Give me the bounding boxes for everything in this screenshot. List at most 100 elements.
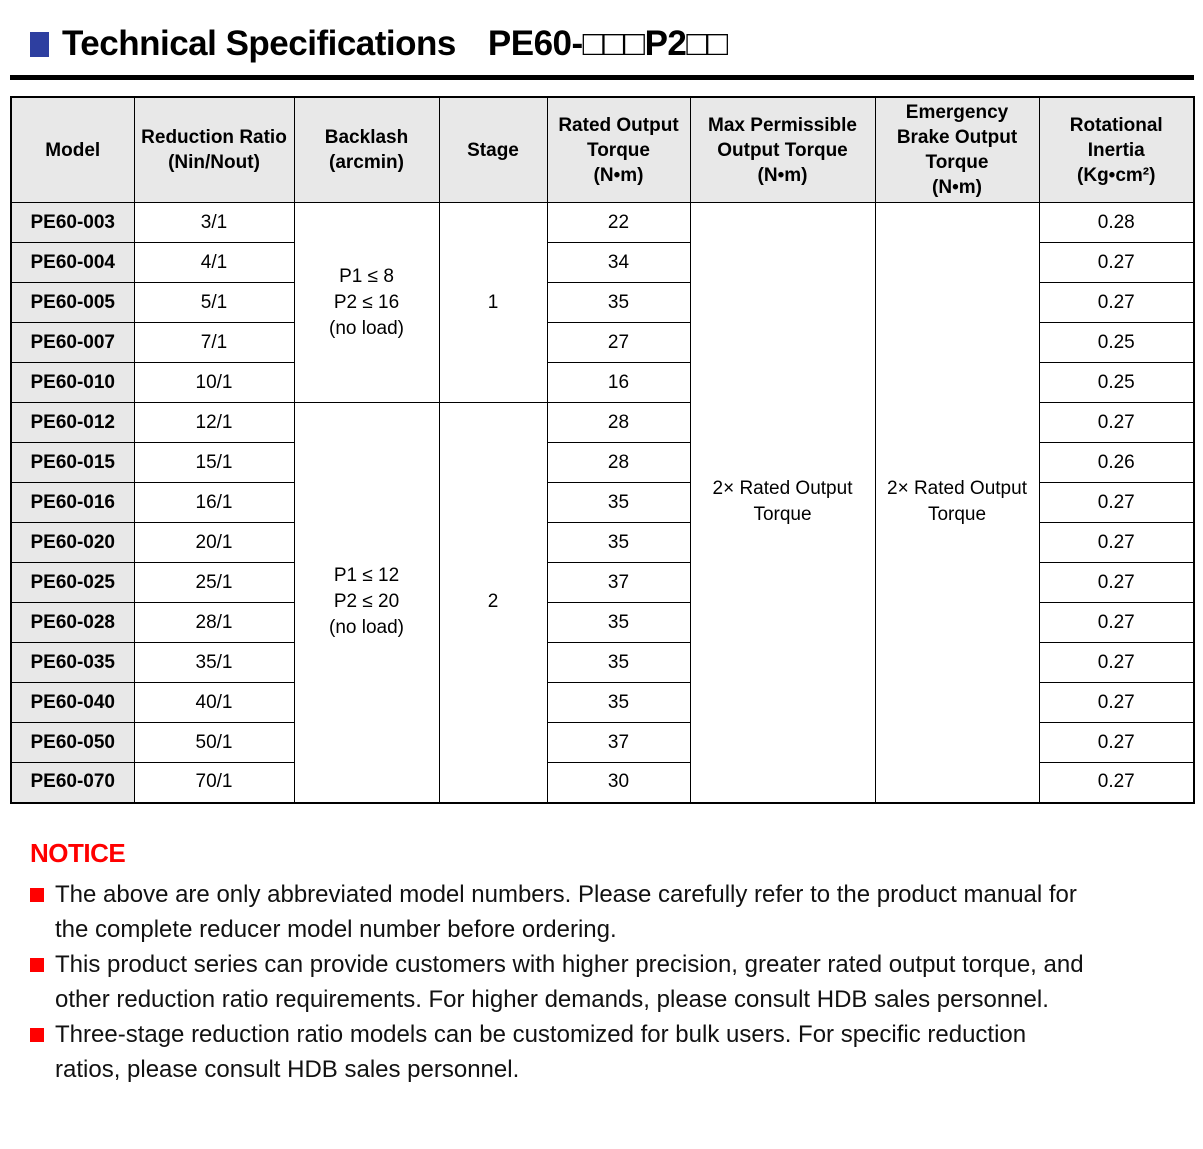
spec-table: Model Reduction Ratio (Nin/Nout) Backlash …: [10, 96, 1195, 804]
model-cell: PE60-003: [10, 202, 135, 243]
rotational-inertia-cell: 0.25: [1038, 362, 1195, 403]
table-row-pe60-003: PE60-003 3/1 P1 ≤ 8 P2 ≤ 16 (no load) 1 22 2×…: [10, 202, 1195, 803]
reduction-ratio-cell: 20/1: [133, 522, 295, 563]
rated-output-torque-cell: 34: [546, 242, 691, 283]
model-cell: PE60-035: [10, 642, 135, 683]
column-header-emergency-brake-output-torque: Emergency Brake Output Torque (N•m): [874, 96, 1040, 203]
rotational-inertia-cell: 0.27: [1038, 242, 1195, 283]
column-header-max-permissible-output-torque: Max Permissible Output Torque (N•m): [689, 96, 876, 203]
model-cell: PE60-020: [10, 522, 135, 563]
rotational-inertia-cell: 0.27: [1038, 722, 1195, 763]
model-cell: PE60-050: [10, 722, 135, 763]
bullet-square-icon: [30, 887, 44, 902]
rated-output-torque-cell: 35: [546, 682, 691, 723]
rated-output-torque-cell: 35: [546, 482, 691, 523]
column-header-model: Model: [10, 96, 135, 203]
reduction-ratio-cell: 40/1: [133, 682, 295, 723]
bullet-square-icon: [30, 1027, 44, 1042]
rated-output-torque-cell: 30: [546, 762, 691, 803]
reduction-ratio-cell: 12/1: [133, 402, 295, 443]
title-divider: [10, 75, 1194, 80]
rated-output-torque-cell: 27: [546, 322, 691, 363]
rated-output-torque-cell: 37: [546, 722, 691, 763]
backlash-cell: P1 ≤ 8 P2 ≤ 16 (no load): [293, 202, 440, 403]
rated-output-torque-cell: 35: [546, 282, 691, 323]
rotational-inertia-cell: 0.27: [1038, 482, 1195, 523]
model-cell: PE60-025: [10, 562, 135, 603]
stage-cell: 2: [438, 402, 548, 803]
page-title: Technical Specifications PE60-□□□P2□□: [62, 24, 728, 64]
column-header-stage: Stage: [438, 96, 548, 203]
rotational-inertia-cell: 0.27: [1038, 282, 1195, 323]
reduction-ratio-cell: 50/1: [133, 722, 295, 763]
rated-output-torque-cell: 16: [546, 362, 691, 403]
rotational-inertia-cell: 0.27: [1038, 762, 1195, 803]
notice-text: This product series can provide customer…: [55, 950, 1084, 1013]
spec-table-body: PE60-003 3/1 P1 ≤ 8 P2 ≤ 16 (no load) 1 22 2×…: [10, 202, 1195, 803]
model-cell: PE60-010: [10, 362, 135, 403]
page-title-model-code: PE60-□□□P2□□: [487, 24, 728, 63]
page-title-text: Technical Specifications: [62, 24, 456, 63]
rotational-inertia-cell: 0.27: [1038, 562, 1195, 603]
spec-table-head: Model Reduction Ratio (Nin/Nout) Backlash …: [10, 96, 1195, 203]
rated-output-torque-cell: 35: [546, 642, 691, 683]
rated-output-torque-cell: 35: [546, 602, 691, 643]
model-cell: PE60-012: [10, 402, 135, 443]
table-row-pe60-005: PE60-005 5/1 35 0.27: [10, 282, 1195, 323]
reduction-ratio-cell: 15/1: [133, 442, 295, 483]
model-cell: PE60-070: [10, 762, 135, 803]
model-cell: PE60-028: [10, 602, 135, 643]
reduction-ratio-cell: 3/1: [133, 202, 295, 243]
spec-table-head-row: Model Reduction Ratio (Nin/Nout) Backlash …: [10, 96, 1195, 203]
reduction-ratio-cell: 4/1: [133, 242, 295, 283]
notice-item: This product series can provide customer…: [30, 947, 1095, 1017]
max-permissible-torque-cell: 2× Rated Output Torque: [689, 202, 876, 803]
rated-output-torque-cell: 28: [546, 402, 691, 443]
table-row-pe60-025: PE60-025 25/1 37 0.27: [10, 562, 1195, 603]
reduction-ratio-cell: 7/1: [133, 322, 295, 363]
rated-output-torque-cell: 28: [546, 442, 691, 483]
rotational-inertia-cell: 0.28: [1038, 202, 1195, 243]
column-header-rated-output-torque: Rated Output Torque (N•m): [546, 96, 691, 203]
notice-text: Three-stage reduction ratio models can b…: [55, 1020, 1027, 1083]
notice-list: The above are only abbreviated model num…: [30, 877, 1203, 1087]
rotational-inertia-cell: 0.25: [1038, 322, 1195, 363]
rated-output-torque-cell: 37: [546, 562, 691, 603]
bullet-square-icon: [30, 957, 44, 972]
stage-cell: 1: [438, 202, 548, 403]
page-header: Technical Specifications PE60-□□□P2□□: [30, 22, 1203, 66]
reduction-ratio-cell: 5/1: [133, 282, 295, 323]
model-cell: PE60-007: [10, 322, 135, 363]
emergency-brake-torque-cell: 2× Rated Output Torque: [874, 202, 1040, 803]
reduction-ratio-cell: 25/1: [133, 562, 295, 603]
title-bullet-icon: [30, 31, 49, 57]
table-row-pe60-035: PE60-035 35/1 35 0.27: [10, 642, 1195, 683]
notice-item: The above are only abbreviated model num…: [30, 877, 1095, 947]
table-row-pe60-010: PE60-010 10/1 16 0.25: [10, 362, 1195, 403]
rotational-inertia-cell: 0.26: [1038, 442, 1195, 483]
rated-output-torque-cell: 22: [546, 202, 691, 243]
notice-section: NOTICE The above are only abbreviated mo…: [30, 838, 1203, 1087]
column-header-backlash: Backlash (arcmin): [293, 96, 440, 203]
reduction-ratio-cell: 35/1: [133, 642, 295, 683]
table-row-pe60-040: PE60-040 40/1 35 0.27: [10, 682, 1195, 723]
model-cell: PE60-016: [10, 482, 135, 523]
notice-text: The above are only abbreviated model num…: [55, 880, 1077, 943]
rotational-inertia-cell: 0.27: [1038, 402, 1195, 443]
rotational-inertia-cell: 0.27: [1038, 522, 1195, 563]
table-row-pe60-015: PE60-015 15/1 28 0.26: [10, 442, 1195, 483]
backlash-cell: P1 ≤ 12 P2 ≤ 20 (no load): [293, 402, 440, 803]
table-row-pe60-070: PE60-070 70/1 30 0.27: [10, 762, 1195, 803]
column-header-reduction-ratio: Reduction Ratio (Nin/Nout): [133, 96, 295, 203]
rotational-inertia-cell: 0.27: [1038, 642, 1195, 683]
rotational-inertia-cell: 0.27: [1038, 682, 1195, 723]
table-row-pe60-012: PE60-012 12/1 P1 ≤ 12 P2 ≤ 20 (no load) 2 28…: [10, 402, 1195, 803]
table-row-pe60-028: PE60-028 28/1 35 0.27: [10, 602, 1195, 643]
reduction-ratio-cell: 28/1: [133, 602, 295, 643]
reduction-ratio-cell: 16/1: [133, 482, 295, 523]
reduction-ratio-cell: 10/1: [133, 362, 295, 403]
model-cell: PE60-005: [10, 282, 135, 323]
table-row-pe60-007: PE60-007 7/1 27 0.25: [10, 322, 1195, 363]
model-cell: PE60-015: [10, 442, 135, 483]
model-cell: PE60-004: [10, 242, 135, 283]
